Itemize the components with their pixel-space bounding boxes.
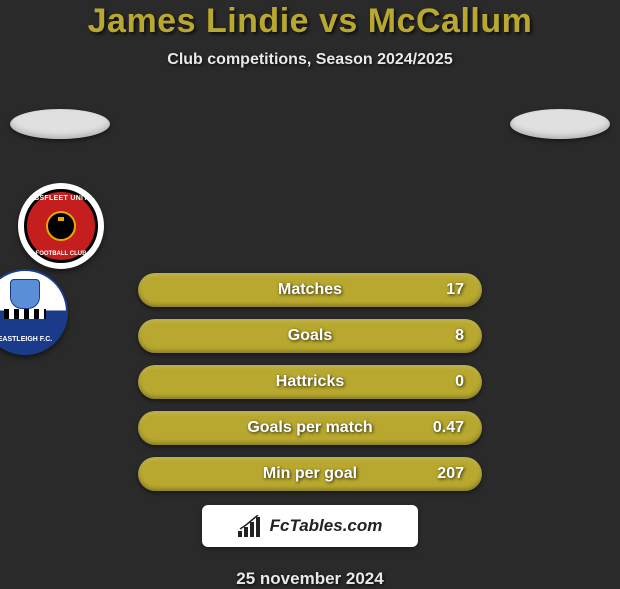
comparison-card: James Lindie vs McCallum Club competitio… [0, 0, 620, 589]
badge-right-checker-icon [4, 309, 46, 319]
subtitle: Club competitions, Season 2024/2025 [0, 51, 620, 69]
badge-left-text-bottom: FOOTBALL CLUB [18, 251, 104, 257]
stat-row: Matches 17 [138, 273, 482, 307]
player-marker-right [510, 109, 610, 139]
stat-value: 207 [437, 465, 464, 483]
player-marker-left [10, 109, 110, 139]
date-label: 25 november 2024 [0, 569, 620, 589]
chart-icon [238, 515, 264, 537]
badge-left-inner-icon [46, 211, 76, 241]
club-badge-left: EBBSFLEET UNITED FOOTBALL CLUB [18, 183, 104, 269]
stat-row: Hattricks 0 [138, 365, 482, 399]
stats-list: Matches 17 Goals 8 Hattricks 0 Goals per… [138, 273, 482, 491]
badge-left-text-top: EBBSFLEET UNITED [18, 195, 104, 202]
stat-value: 8 [455, 327, 464, 345]
watermark-text: FcTables.com [270, 516, 383, 536]
stat-label: Min per goal [263, 465, 357, 483]
content-area: EBBSFLEET UNITED FOOTBALL CLUB EASTLEIGH… [0, 101, 620, 589]
stat-label: Matches [278, 281, 342, 299]
stat-value: 17 [446, 281, 464, 299]
stat-value: 0 [455, 373, 464, 391]
stat-row: Goals 8 [138, 319, 482, 353]
stat-label: Goals per match [247, 419, 372, 437]
club-badge-right: EASTLEIGH F.C. [0, 269, 68, 355]
stat-value: 0.47 [433, 419, 464, 437]
stat-label: Hattricks [276, 373, 344, 391]
page-title: James Lindie vs McCallum [0, 2, 620, 41]
stat-row: Min per goal 207 [138, 457, 482, 491]
badge-right-text: EASTLEIGH F.C. [0, 336, 66, 343]
stat-row: Goals per match 0.47 [138, 411, 482, 445]
stat-label: Goals [288, 327, 332, 345]
watermark-badge[interactable]: FcTables.com [202, 505, 418, 547]
badge-right-crest-icon [10, 279, 40, 309]
